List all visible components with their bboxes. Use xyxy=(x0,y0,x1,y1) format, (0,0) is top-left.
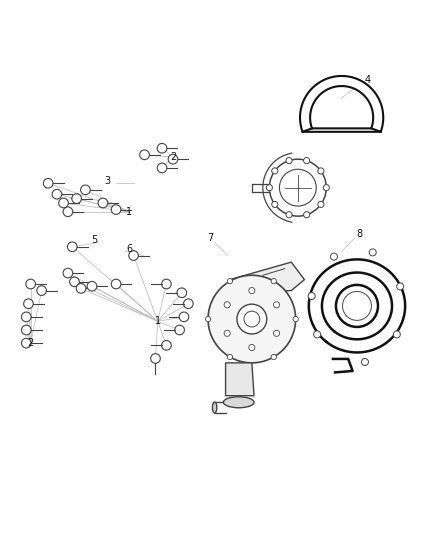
Circle shape xyxy=(76,284,86,293)
Circle shape xyxy=(336,285,378,327)
Circle shape xyxy=(52,189,62,199)
Circle shape xyxy=(111,279,121,289)
Circle shape xyxy=(304,158,310,164)
Circle shape xyxy=(318,201,324,207)
Circle shape xyxy=(224,330,230,336)
Ellipse shape xyxy=(223,397,254,408)
Text: 1: 1 xyxy=(126,207,132,217)
Circle shape xyxy=(157,163,167,173)
Circle shape xyxy=(21,325,31,335)
Circle shape xyxy=(361,359,368,366)
Circle shape xyxy=(151,354,160,364)
Circle shape xyxy=(249,287,255,294)
Circle shape xyxy=(98,198,108,208)
Text: 1: 1 xyxy=(155,316,161,326)
Circle shape xyxy=(272,201,278,207)
Circle shape xyxy=(175,325,184,335)
Polygon shape xyxy=(300,76,383,132)
Circle shape xyxy=(330,253,337,260)
Ellipse shape xyxy=(212,402,217,413)
Text: 2: 2 xyxy=(170,152,176,162)
Text: 6: 6 xyxy=(126,244,132,254)
Circle shape xyxy=(266,184,272,191)
Text: 8: 8 xyxy=(356,229,362,239)
Text: 5: 5 xyxy=(91,235,97,245)
Circle shape xyxy=(129,251,138,260)
Circle shape xyxy=(237,304,267,334)
Text: 4: 4 xyxy=(365,75,371,85)
Text: 7: 7 xyxy=(207,233,213,243)
Polygon shape xyxy=(230,262,304,293)
Circle shape xyxy=(293,317,298,322)
Circle shape xyxy=(271,279,276,284)
Circle shape xyxy=(70,277,79,287)
Circle shape xyxy=(157,143,167,153)
Circle shape xyxy=(286,212,292,218)
Circle shape xyxy=(393,331,400,338)
Circle shape xyxy=(87,281,97,291)
Circle shape xyxy=(369,249,376,256)
Circle shape xyxy=(227,279,233,284)
Circle shape xyxy=(21,338,31,348)
Circle shape xyxy=(26,279,35,289)
Circle shape xyxy=(205,317,211,322)
Circle shape xyxy=(184,299,193,309)
Circle shape xyxy=(308,293,315,300)
Circle shape xyxy=(81,185,90,195)
Circle shape xyxy=(272,168,278,174)
Polygon shape xyxy=(309,260,405,352)
Circle shape xyxy=(21,312,31,322)
Circle shape xyxy=(304,212,310,218)
Circle shape xyxy=(179,312,189,322)
Circle shape xyxy=(111,205,121,214)
Circle shape xyxy=(273,302,279,308)
Circle shape xyxy=(72,194,81,204)
Circle shape xyxy=(314,331,321,338)
Circle shape xyxy=(168,155,178,164)
Circle shape xyxy=(271,354,276,360)
Circle shape xyxy=(63,207,73,216)
Circle shape xyxy=(227,354,233,360)
Circle shape xyxy=(286,158,292,164)
Circle shape xyxy=(224,302,230,308)
Circle shape xyxy=(162,341,171,350)
Polygon shape xyxy=(226,363,254,395)
Circle shape xyxy=(162,279,171,289)
Text: 3: 3 xyxy=(104,176,110,186)
Circle shape xyxy=(63,268,73,278)
Circle shape xyxy=(208,275,296,363)
Circle shape xyxy=(37,286,46,295)
Circle shape xyxy=(323,184,329,191)
Circle shape xyxy=(59,198,68,208)
Circle shape xyxy=(43,179,53,188)
Text: 2: 2 xyxy=(28,338,34,348)
Circle shape xyxy=(24,299,33,309)
Circle shape xyxy=(318,168,324,174)
Circle shape xyxy=(397,283,404,290)
Circle shape xyxy=(249,344,255,351)
Circle shape xyxy=(177,288,187,297)
Circle shape xyxy=(67,242,77,252)
Circle shape xyxy=(140,150,149,159)
Circle shape xyxy=(273,330,279,336)
